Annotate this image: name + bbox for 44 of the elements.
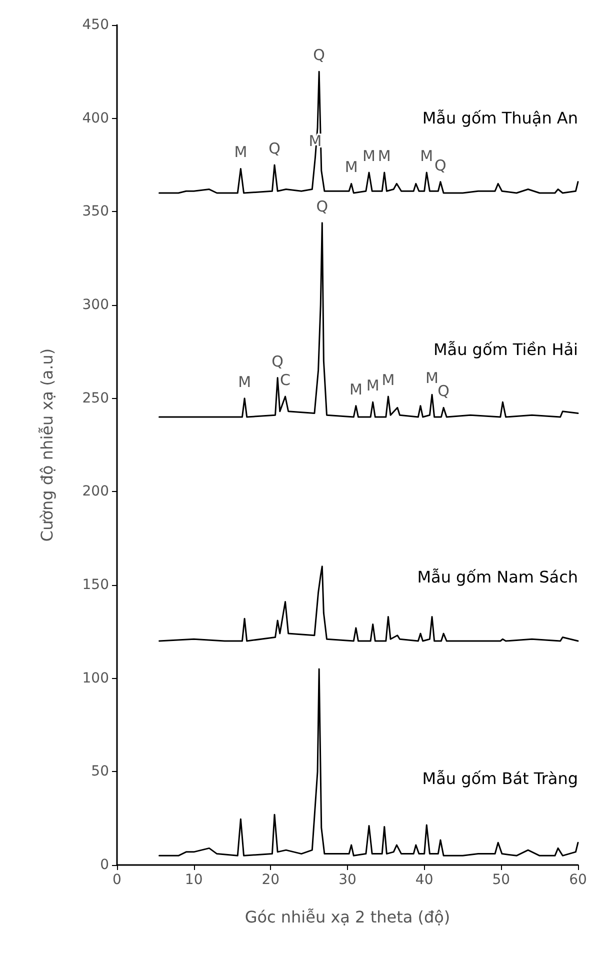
annotation: Q xyxy=(316,197,328,216)
x-tick-label: 0 xyxy=(112,872,122,888)
text: Mẫu gốm Bát Tràng xyxy=(422,769,578,788)
annotation: M xyxy=(362,146,376,165)
y-tick-label: 250 xyxy=(82,390,109,406)
x-tick-label: 30 xyxy=(338,872,356,888)
y-tick-label: 400 xyxy=(82,110,109,126)
text: Mẫu gốm Thuận An xyxy=(422,108,578,128)
y-tick-label: 150 xyxy=(82,577,109,593)
annotation: Q xyxy=(268,140,280,158)
line-series xyxy=(158,566,579,642)
x-tick-label: 10 xyxy=(184,872,203,888)
annotation: C xyxy=(280,370,291,389)
x-tick-label: 20 xyxy=(262,872,280,888)
x-axis-title: Góc nhiễu xạ 2 theta (độ) xyxy=(244,908,450,926)
x-tick-label: 60 xyxy=(569,872,587,888)
annotation: M xyxy=(238,372,252,391)
line-series xyxy=(158,668,579,856)
annotation: M xyxy=(378,146,391,165)
annotation: Q xyxy=(272,352,284,370)
x-tick-label: 50 xyxy=(492,872,510,888)
text: Mẫu gốm Nam Sách xyxy=(417,568,578,586)
annotation: M xyxy=(366,376,380,395)
y-tick-label: 0 xyxy=(100,857,109,873)
y-tick-label: 200 xyxy=(82,484,109,500)
text: Mẫu gốm Tiền Hải xyxy=(433,340,578,359)
y-tick-label: 50 xyxy=(91,764,109,780)
line-series xyxy=(158,70,579,194)
y-tick-label: 350 xyxy=(82,204,109,220)
annotation: Q xyxy=(438,382,450,400)
annotation: M xyxy=(234,143,248,162)
annotation: Q xyxy=(313,46,325,64)
annotation: M xyxy=(420,146,434,165)
x-tick-label: 40 xyxy=(415,872,434,888)
annotation: M xyxy=(349,380,362,398)
annotation: M xyxy=(426,369,438,388)
line-series xyxy=(158,222,579,418)
annotation: M xyxy=(382,370,395,389)
annotation: M xyxy=(344,158,358,176)
annotation: Q xyxy=(434,156,446,174)
y-axis-title: Cường độ nhiễu xạ (a.u) xyxy=(38,348,56,542)
y-tick-label: 100 xyxy=(82,670,109,686)
y-tick-label: 450 xyxy=(82,17,109,33)
y-tick-label: 300 xyxy=(82,297,109,313)
